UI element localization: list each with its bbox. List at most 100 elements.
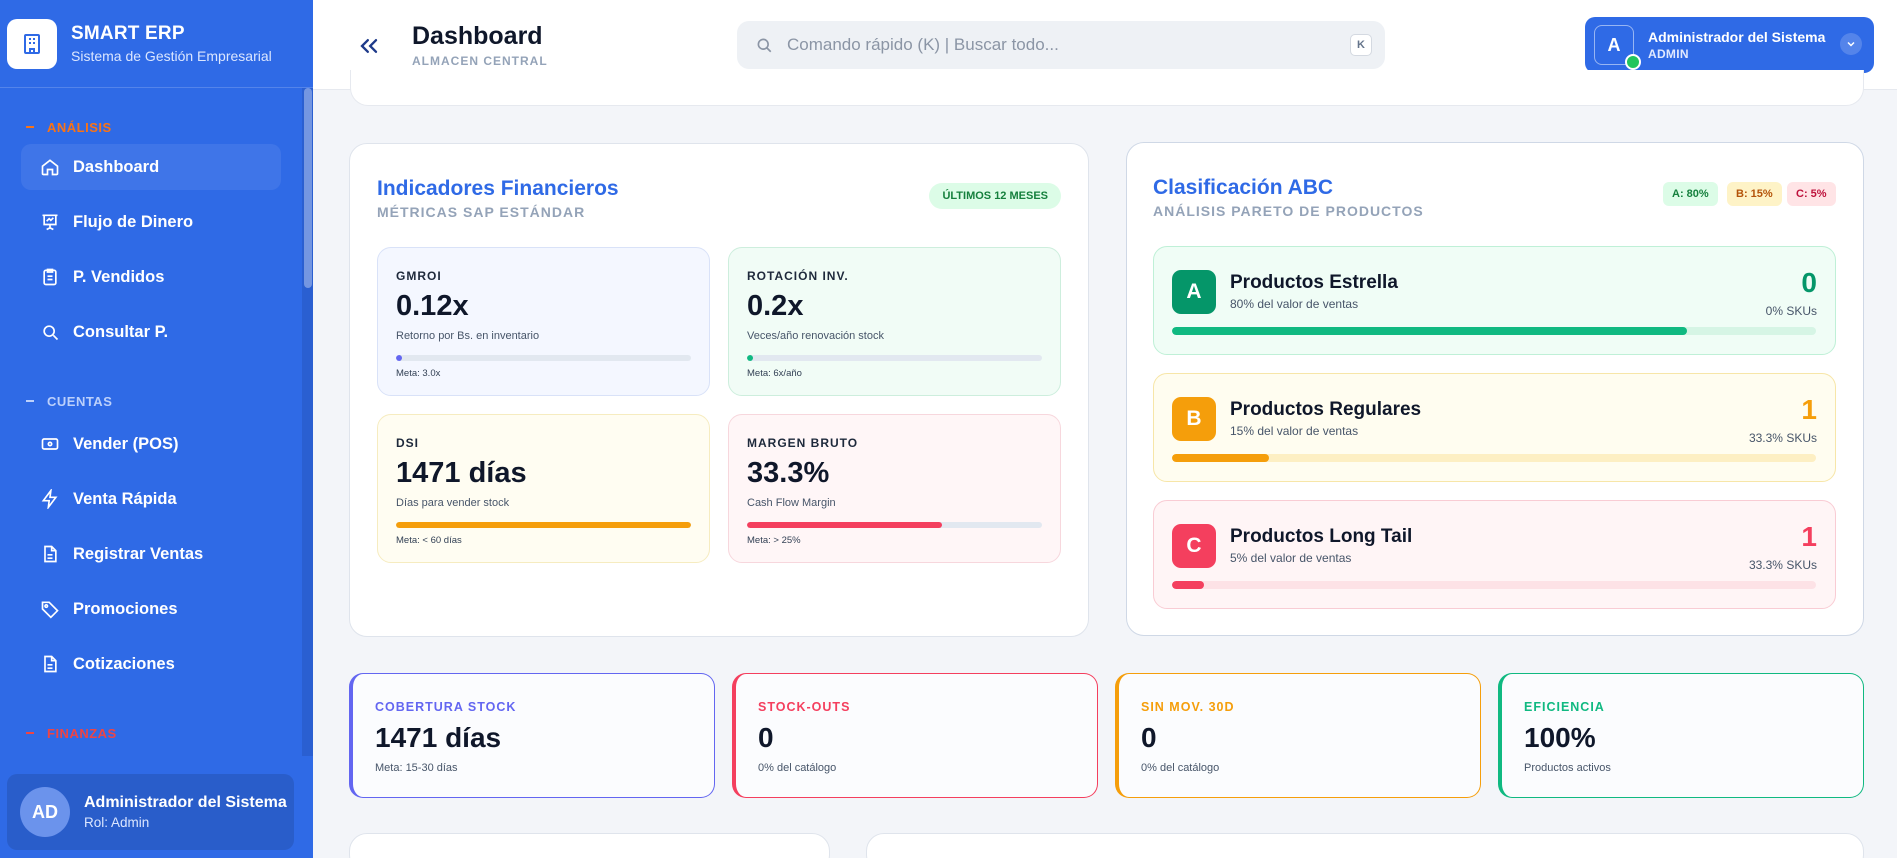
- sidebar-item-dashboard[interactable]: Dashboard: [21, 144, 281, 190]
- abc-count: 1: [1801, 394, 1817, 425]
- abc-progress-track: [1172, 454, 1816, 462]
- abc-row-c[interactable]: C Productos Long Tail 5% del valor de ve…: [1153, 500, 1836, 609]
- collapse-sidebar-button[interactable]: [355, 32, 383, 60]
- metric-value: 0.12x: [396, 290, 469, 322]
- user-role: Rol: Admin: [84, 815, 150, 830]
- sidebar-item-venta-rapida[interactable]: Venta Rápida: [21, 476, 281, 522]
- page-title: Dashboard: [412, 22, 543, 50]
- abc-chip-b: B: 15%: [1727, 182, 1782, 206]
- clipboard-icon: [43, 268, 57, 286]
- kpi-card-cobertura-stock: COBERTURA STOCK 1471 días Meta: 15-30 dí…: [349, 673, 715, 798]
- metric-goal: Meta: 6x/año: [747, 368, 802, 379]
- metric-label: MARGEN BRUTO: [747, 436, 859, 450]
- abc-chip-c: C: 5%: [1787, 182, 1836, 206]
- sidebar-item-consultar-p[interactable]: Consultar P.: [21, 309, 281, 355]
- document-icon: [44, 545, 57, 563]
- section-finanzas[interactable]: FINANZAS: [0, 722, 302, 744]
- abc-badge: B: [1172, 397, 1216, 441]
- section-cuentas[interactable]: CUENTAS: [0, 390, 302, 412]
- sidebar-item-label: Flujo de Dinero: [73, 212, 194, 231]
- brand-title: SMART ERP: [71, 23, 185, 44]
- sidebar-user-card[interactable]: AD Administrador del Sistema Rol: Admin: [7, 774, 294, 850]
- online-status-dot: [1625, 54, 1641, 70]
- abc-name: Productos Regulares: [1230, 399, 1422, 420]
- kpi-card-stock-outs: STOCK-OUTS 0 0% del catálogo: [732, 673, 1098, 798]
- abc-progress-track: [1172, 327, 1816, 335]
- avatar: AD: [20, 787, 70, 837]
- kpi-value: 1471 días: [375, 722, 502, 753]
- metric-label: GMROI: [396, 269, 442, 283]
- metric-value: 0.2x: [747, 290, 804, 322]
- metric-progress-bar: [396, 522, 691, 528]
- chevron-down-icon[interactable]: [1840, 33, 1862, 55]
- metric-card-margen-bruto: MARGEN BRUTO 33.3% Cash Flow Margin Meta…: [728, 414, 1061, 563]
- search-icon: [43, 325, 59, 341]
- sidebar-scrollbar[interactable]: [302, 88, 313, 756]
- card-subtitle: ANÁLISIS PARETO DE PRODUCTOS: [1153, 203, 1424, 219]
- search-input[interactable]: [787, 35, 1327, 55]
- section-analisis[interactable]: ANÁLISIS: [0, 116, 302, 138]
- sidebar-item-vender-pos[interactable]: Vender (POS): [21, 421, 281, 467]
- scrollbar-thumb[interactable]: [304, 88, 312, 288]
- abc-sku-percent: 33.3% SKUs: [1748, 558, 1817, 572]
- presentation-chart-icon: [42, 214, 58, 231]
- document-icon: [44, 655, 57, 673]
- kpi-description: 0% del catálogo: [758, 762, 837, 774]
- metric-description: Retorno por Bs. en inventario: [396, 330, 540, 342]
- sidebar-item-flujo-de-dinero[interactable]: Flujo de Dinero: [21, 199, 281, 245]
- shortcut-key: K: [1350, 34, 1372, 56]
- abc-progress-track: [1172, 581, 1816, 589]
- sidebar-item-registrar-ventas[interactable]: Registrar Ventas: [21, 531, 281, 577]
- metric-description: Días para vender stock: [396, 497, 510, 509]
- kpi-value: 0: [758, 722, 774, 753]
- abc-progress-bar: [1172, 581, 1205, 589]
- chevrons-left-icon: [360, 39, 378, 53]
- metric-card-rotacion: ROTACIÓN INV. 0.2x Veces/año renovación …: [728, 247, 1061, 396]
- abc-count: 0: [1801, 267, 1817, 298]
- abc-sku-percent: 0% SKUs: [1765, 304, 1817, 318]
- abc-badge: A: [1172, 270, 1216, 314]
- sidebar-item-label: Dashboard: [73, 157, 160, 176]
- user-menu[interactable]: A Administrador del Sistema ADMIN: [1585, 17, 1874, 73]
- avatar: A: [1594, 25, 1641, 70]
- search-bar[interactable]: K: [737, 21, 1385, 69]
- next-card-right: [866, 833, 1864, 858]
- abc-row-a[interactable]: A Productos Estrella 80% del valor de ve…: [1153, 246, 1836, 355]
- kpi-label: EFICIENCIA: [1524, 700, 1605, 714]
- sidebar-item-cotizaciones[interactable]: Cotizaciones: [21, 641, 281, 687]
- user-role: ADMIN: [1648, 47, 1689, 61]
- metric-progress-bar: [747, 355, 753, 361]
- kpi-description: Productos activos: [1524, 762, 1611, 774]
- metric-value: 33.3%: [747, 457, 830, 489]
- sidebar-item-label: P. Vendidos: [73, 267, 165, 286]
- card-subtitle: MÉTRICAS SAP ESTÁNDAR: [377, 204, 586, 220]
- sidebar-nav: ANÁLISIS Dashboard Flujo de Dinero P. Ve…: [0, 88, 302, 756]
- abc-sku-percent: 33.3% SKUs: [1748, 431, 1817, 445]
- abc-description: 15% del valor de ventas: [1230, 424, 1359, 438]
- metric-card-dsi: DSI 1471 días Días para vender stock Met…: [377, 414, 710, 563]
- abc-progress-bar: [1172, 327, 1688, 335]
- abc-name: Productos Estrella: [1230, 272, 1398, 293]
- metric-value: 1471 días: [396, 457, 527, 489]
- kpi-description: 0% del catálogo: [1141, 762, 1220, 774]
- metric-goal: Meta: 3.0x: [396, 368, 441, 379]
- sidebar-item-promociones[interactable]: Promociones: [21, 586, 281, 632]
- metric-description: Veces/año renovación stock: [747, 330, 884, 342]
- sidebar-item-label: Promociones: [73, 599, 178, 618]
- metric-progress-track: [747, 522, 1042, 528]
- cash-register-icon: [41, 438, 59, 450]
- card-title: Clasificación ABC: [1153, 176, 1334, 199]
- section-label: FINANZAS: [47, 725, 117, 741]
- kpi-card-sin-mov: SIN MOV. 30D 0 0% del catálogo: [1115, 673, 1481, 798]
- card-title: Indicadores Financieros: [377, 177, 619, 200]
- metric-progress-track: [396, 355, 691, 361]
- brand: SMART ERP Sistema de Gestión Empresarial: [0, 0, 313, 88]
- sidebar-item-label: Consultar P.: [73, 322, 169, 341]
- user-name: Administrador del Sistema: [84, 794, 287, 811]
- abc-row-b[interactable]: B Productos Regulares 15% del valor de v…: [1153, 373, 1836, 482]
- sidebar-item-p-vendidos[interactable]: P. Vendidos: [21, 254, 281, 300]
- metric-goal: Meta: < 60 días: [396, 535, 462, 546]
- metric-label: ROTACIÓN INV.: [747, 269, 849, 283]
- kpi-card-eficiencia: EFICIENCIA 100% Productos activos: [1498, 673, 1864, 798]
- tag-icon: [41, 601, 59, 619]
